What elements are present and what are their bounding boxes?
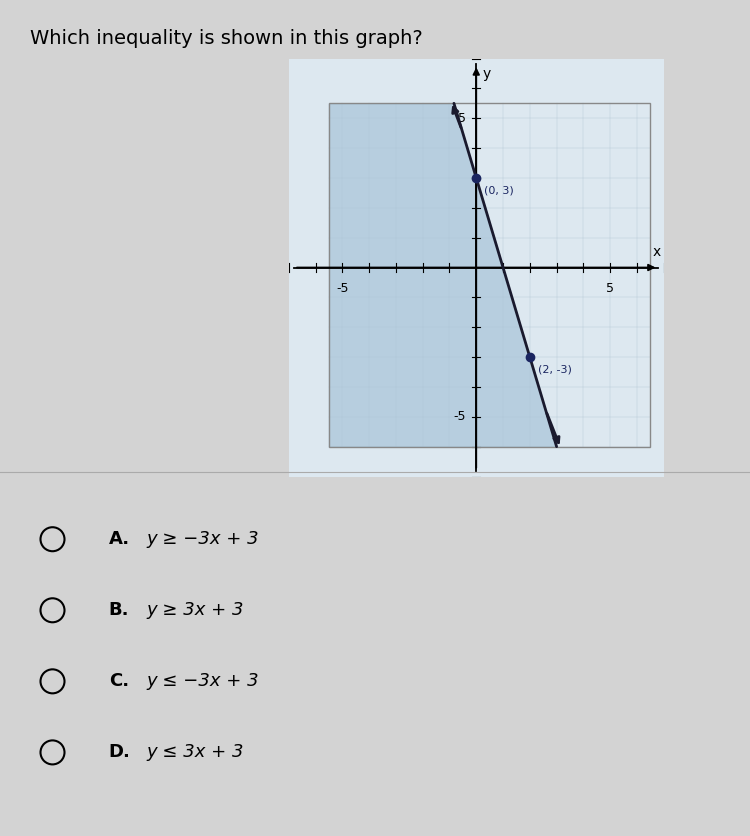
Bar bbox=[329, 104, 650, 446]
Text: D.: D. bbox=[109, 743, 130, 762]
Text: B.: B. bbox=[109, 601, 129, 619]
Text: Which inequality is shown in this graph?: Which inequality is shown in this graph? bbox=[30, 29, 423, 48]
Text: y ≤ 3x + 3: y ≤ 3x + 3 bbox=[146, 743, 244, 762]
Text: 5: 5 bbox=[606, 283, 614, 295]
Text: y ≤ −3x + 3: y ≤ −3x + 3 bbox=[146, 672, 259, 691]
Text: 5: 5 bbox=[458, 112, 466, 125]
Text: C.: C. bbox=[109, 672, 129, 691]
Text: y ≥ −3x + 3: y ≥ −3x + 3 bbox=[146, 530, 259, 548]
Text: (2, -3): (2, -3) bbox=[538, 364, 572, 375]
Text: -5: -5 bbox=[336, 283, 349, 295]
Text: A.: A. bbox=[109, 530, 130, 548]
Text: -5: -5 bbox=[453, 410, 466, 423]
Text: y: y bbox=[483, 68, 491, 81]
Text: (0, 3): (0, 3) bbox=[484, 186, 514, 196]
Text: y ≥ 3x + 3: y ≥ 3x + 3 bbox=[146, 601, 244, 619]
Text: x: x bbox=[652, 245, 661, 258]
